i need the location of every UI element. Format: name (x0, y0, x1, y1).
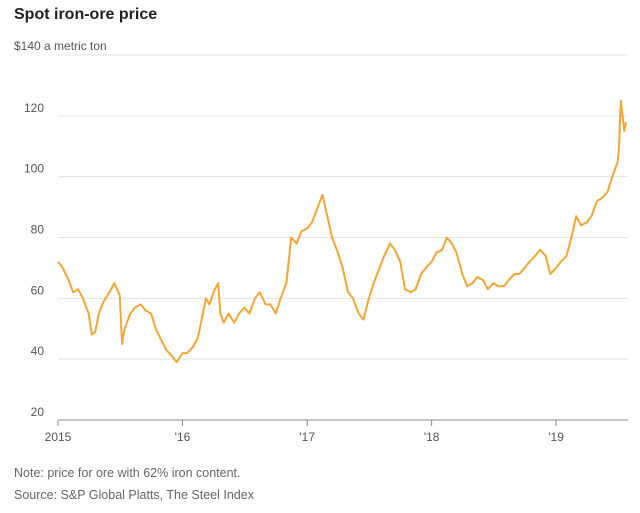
x-axis: 2015 '16 '17 '18 '19 (45, 419, 628, 444)
y-tick-label: 120 (24, 101, 44, 115)
x-tick-label: '17 (299, 430, 315, 444)
y-axis-top-label: $140 a metric ton (14, 39, 107, 53)
x-tick-label: '16 (175, 430, 191, 444)
y-tick-label: 100 (24, 162, 44, 176)
gridlines (58, 54, 628, 360)
y-axis-ticks: 20 40 60 80 100 120 (24, 101, 44, 419)
chart-note: Note: price for ore with 62% iron conten… (14, 466, 241, 480)
y-tick-label: 20 (31, 405, 45, 419)
chart-title: Spot iron-ore price (14, 6, 158, 23)
x-tick-label: '18 (424, 430, 440, 444)
chart-source: Source: S&P Global Platts, The Steel Ind… (14, 488, 254, 502)
y-tick-label: 60 (31, 283, 45, 297)
x-tick-label: '19 (548, 430, 564, 444)
series-layer (57, 99, 627, 364)
series-line-0 (57, 99, 627, 364)
y-tick-label: 80 (31, 223, 45, 237)
y-tick-label: 40 (31, 344, 45, 358)
x-tick-label: 2015 (45, 430, 72, 444)
